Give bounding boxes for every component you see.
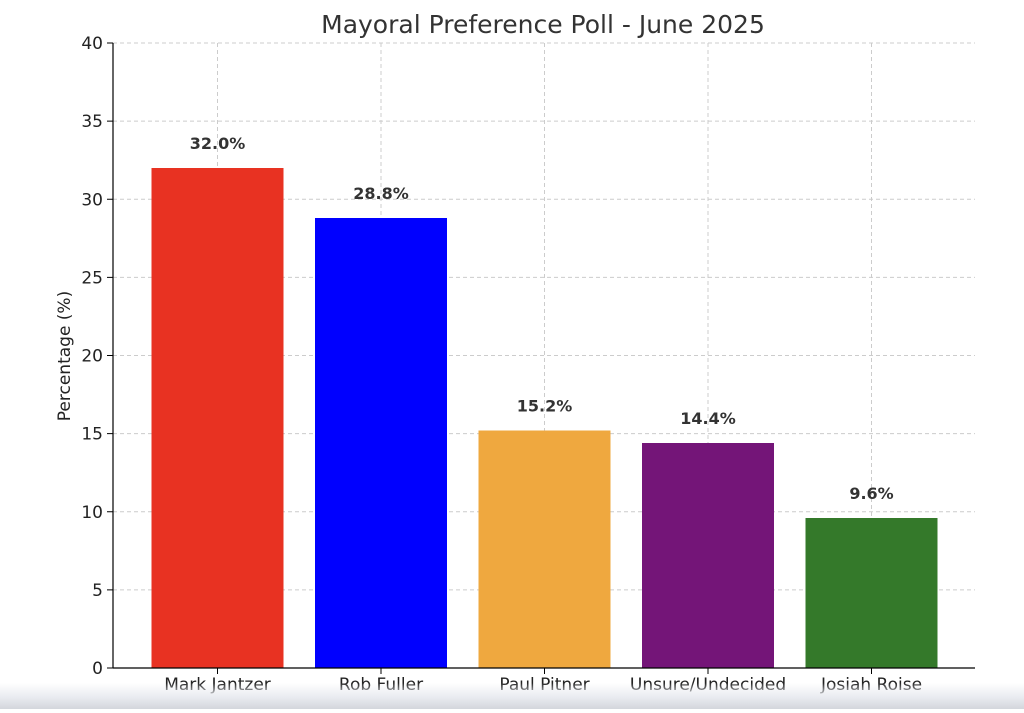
y-tick-label: 5 bbox=[92, 581, 103, 601]
x-tick-label: Unsure/Undecided bbox=[630, 675, 786, 695]
y-tick-label: 20 bbox=[81, 347, 103, 367]
data-label: 32.0% bbox=[190, 134, 246, 153]
x-tick-label: Mark Jantzer bbox=[164, 675, 271, 695]
data-label: 14.4% bbox=[680, 409, 736, 428]
chart-title: Mayoral Preference Poll - June 2025 bbox=[321, 10, 765, 39]
bar-paul-pitner bbox=[478, 430, 611, 668]
y-tick-label: 40 bbox=[81, 34, 103, 54]
data-label: 28.8% bbox=[353, 184, 409, 203]
x-tick-label: Rob Fuller bbox=[339, 675, 423, 695]
bar-mark-jantzer bbox=[151, 168, 284, 668]
y-tick-label: 10 bbox=[81, 503, 103, 523]
y-tick-label: 25 bbox=[81, 268, 103, 288]
y-tick-label: 15 bbox=[81, 425, 103, 445]
x-tick-label: Paul Pitner bbox=[499, 675, 589, 695]
bar-unsure-undecided bbox=[642, 443, 774, 668]
y-tick-label: 30 bbox=[81, 190, 103, 210]
y-axis-label: Percentage (%) bbox=[55, 291, 75, 421]
bar-josiah-roise bbox=[805, 518, 938, 668]
y-tick-label: 0 bbox=[92, 659, 103, 679]
bar-rob-fuller bbox=[315, 218, 447, 668]
y-tick-label: 35 bbox=[81, 112, 103, 132]
x-tick-label: Josiah Roise bbox=[820, 675, 922, 695]
data-label: 15.2% bbox=[517, 397, 573, 416]
data-label: 9.6% bbox=[849, 484, 893, 503]
bars-layer bbox=[151, 168, 938, 668]
axes-layer bbox=[107, 42, 975, 674]
